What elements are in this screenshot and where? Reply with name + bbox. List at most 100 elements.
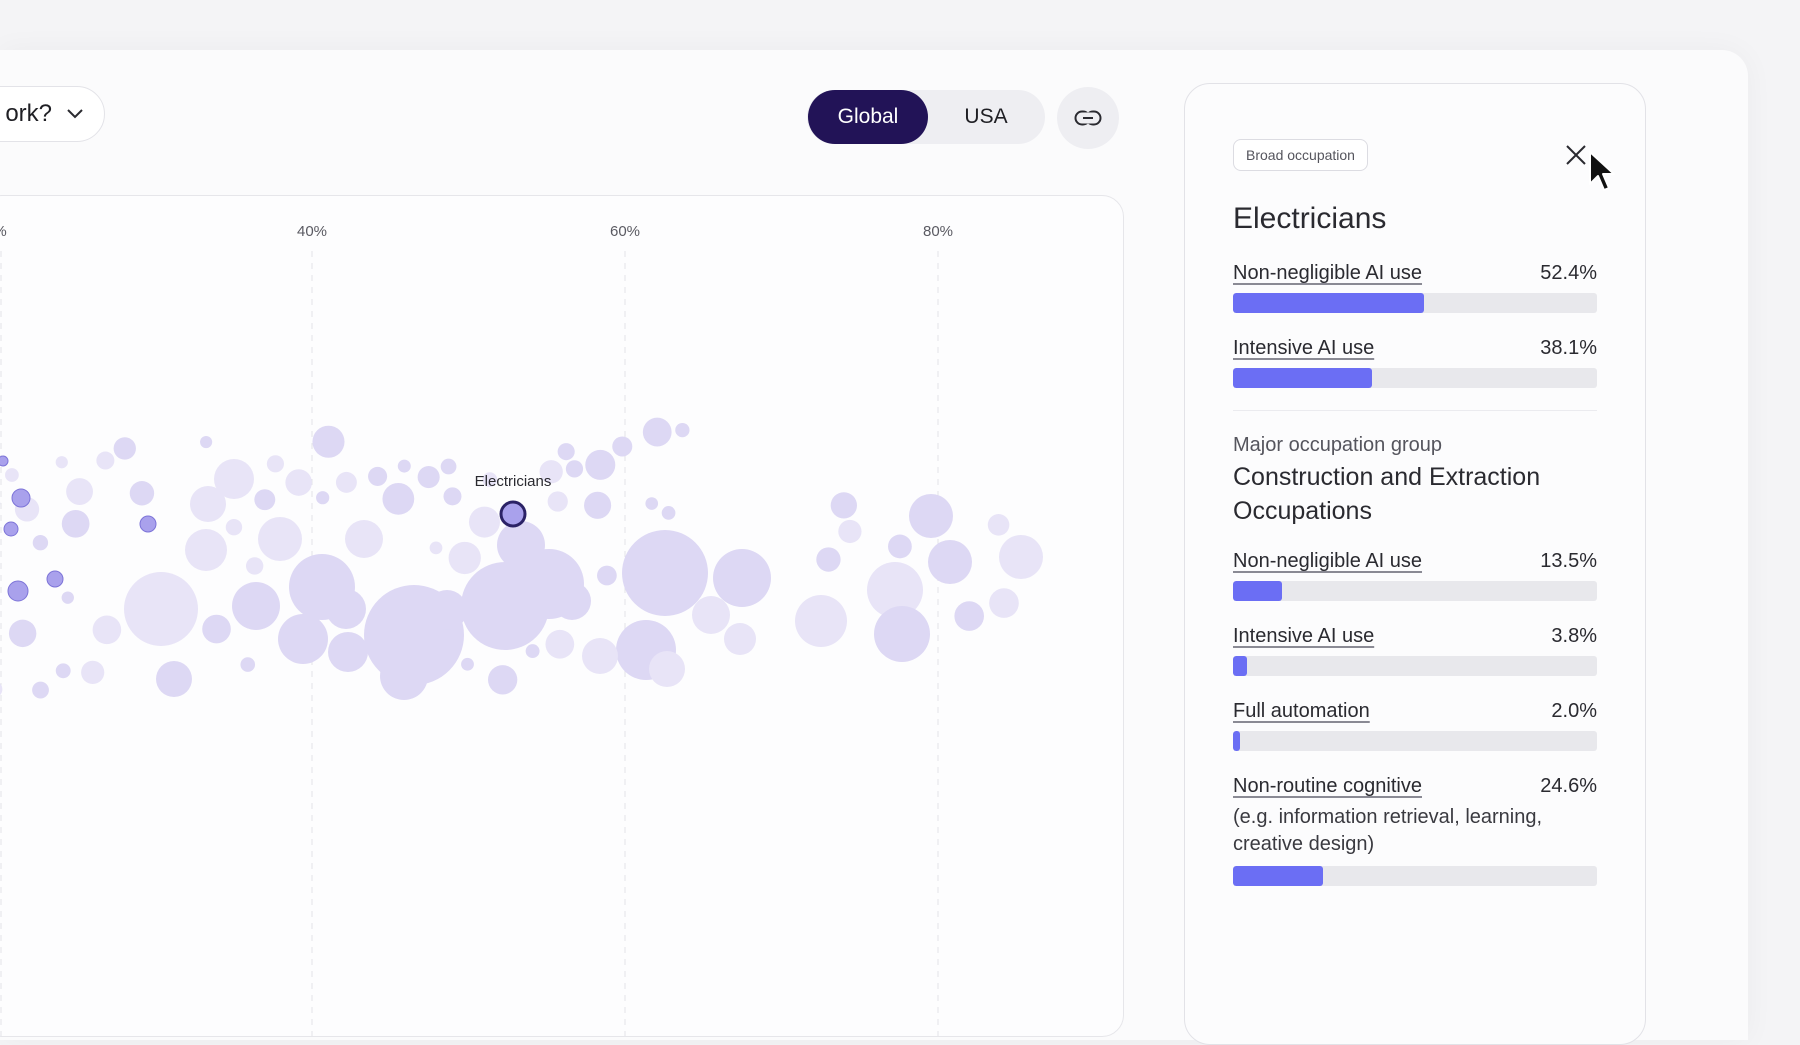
occupation-bubble[interactable]	[888, 535, 912, 559]
occupation-bubble[interactable]	[62, 510, 90, 538]
copy-link-button[interactable]	[1057, 87, 1119, 149]
occupation-bubble[interactable]	[124, 572, 198, 646]
occupation-bubble[interactable]	[56, 663, 71, 678]
occupation-bubble[interactable]	[5, 468, 19, 482]
occupation-bubble[interactable]	[240, 657, 255, 672]
metric-label[interactable]: Intensive AI use	[1233, 337, 1374, 360]
occupation-bubble[interactable]	[430, 542, 443, 555]
occupation-bubble[interactable]	[548, 491, 568, 511]
metric-label[interactable]: Non-negligible AI use	[1233, 550, 1422, 573]
occupation-bubble[interactable]	[999, 535, 1043, 579]
occupation-bubble[interactable]	[345, 520, 383, 558]
metric-label[interactable]: Non-negligible AI use	[1233, 262, 1422, 285]
occupation-bubble[interactable]	[427, 590, 467, 630]
occupation-bubble[interactable]	[267, 455, 284, 472]
occupation-bubble[interactable]	[62, 591, 74, 603]
occupation-bubble[interactable]	[185, 529, 227, 571]
occupation-bubble[interactable]	[643, 418, 672, 447]
occupation-bubble[interactable]	[156, 661, 192, 697]
occupation-bubble[interactable]	[461, 658, 474, 671]
occupation-bubble[interactable]	[336, 472, 357, 493]
occupation-bubble[interactable]	[649, 651, 685, 687]
occupation-bubble[interactable]	[585, 450, 615, 480]
occupation-bubble[interactable]	[93, 616, 122, 645]
occupation-bubble[interactable]	[254, 489, 275, 510]
occupation-bubble[interactable]	[418, 466, 440, 488]
occupation-bubble[interactable]	[675, 423, 689, 437]
occupation-bubble[interactable]	[398, 460, 411, 473]
occupation-bubble[interactable]	[328, 632, 368, 672]
occupation-bubble[interactable]	[645, 497, 658, 510]
occupation-bubble[interactable]	[582, 638, 618, 674]
occupation-bubble[interactable]	[838, 520, 861, 543]
occupation-bubble[interactable]	[566, 460, 583, 477]
occupation-bubble[interactable]	[612, 436, 632, 456]
group-bubble[interactable]	[8, 581, 28, 601]
occupation-bubble[interactable]	[114, 437, 136, 459]
occupation-bubble[interactable]	[584, 492, 611, 519]
occupation-bubble[interactable]	[545, 630, 574, 659]
occupation-bubble[interactable]	[380, 652, 428, 700]
occupation-bubble[interactable]	[692, 596, 730, 634]
group-bubble[interactable]	[47, 571, 63, 587]
occupation-bubble[interactable]	[662, 506, 676, 520]
occupation-bubble[interactable]	[622, 530, 708, 616]
occupation-bubble[interactable]	[368, 467, 387, 486]
occupation-bubble[interactable]	[795, 595, 847, 647]
region-option-usa[interactable]: USA	[931, 90, 1041, 144]
occupation-bubble[interactable]	[232, 582, 280, 630]
occupation-bubble[interactable]	[382, 483, 414, 515]
occupation-bubble[interactable]	[246, 557, 263, 574]
occupation-bubble[interactable]	[526, 644, 540, 658]
group-bubble[interactable]	[140, 516, 156, 532]
occupation-bubble[interactable]	[278, 614, 328, 664]
occupation-bubble[interactable]	[226, 519, 242, 535]
occupation-bubble[interactable]	[954, 601, 984, 631]
metric-label[interactable]: Full automation	[1233, 700, 1370, 723]
group-bubble[interactable]	[4, 522, 18, 536]
occupation-bubble[interactable]	[56, 456, 68, 468]
close-icon[interactable]	[1563, 142, 1589, 168]
occupation-bubble[interactable]	[713, 549, 771, 607]
group-bubble[interactable]	[12, 489, 30, 507]
occupation-bubble[interactable]	[9, 620, 36, 647]
occupation-bubble[interactable]	[497, 521, 545, 569]
occupation-bubble[interactable]	[488, 665, 517, 694]
occupation-bubble[interactable]	[443, 487, 461, 505]
occupation-bubble[interactable]	[909, 494, 953, 538]
occupation-bubble[interactable]	[553, 582, 591, 620]
metric-label[interactable]: Non-routine cognitive	[1233, 775, 1422, 798]
occupation-bubble[interactable]	[597, 566, 617, 586]
occupation-bubble[interactable]	[928, 540, 972, 584]
occupation-bubble[interactable]	[449, 542, 481, 574]
highlighted-bubble[interactable]	[501, 502, 525, 526]
occupation-bubble[interactable]	[66, 478, 93, 505]
occupation-bubble[interactable]	[96, 452, 114, 470]
occupation-bubble[interactable]	[214, 459, 254, 499]
occupation-bubble[interactable]	[874, 606, 930, 662]
region-option-global[interactable]: Global	[808, 90, 928, 144]
occupation-bubble[interactable]	[816, 547, 840, 571]
occupation-bubble[interactable]	[32, 682, 49, 699]
group-bubble[interactable]	[0, 456, 8, 466]
occupation-bubble[interactable]	[312, 426, 344, 458]
occupation-bubble[interactable]	[285, 469, 312, 496]
occupation-bubble[interactable]	[202, 615, 231, 644]
occupation-bubble[interactable]	[988, 514, 1010, 536]
occupation-bubble[interactable]	[441, 459, 457, 475]
occupation-bubble[interactable]	[316, 491, 329, 504]
occupation-bubble[interactable]	[724, 623, 756, 655]
occupation-bubble[interactable]	[989, 588, 1019, 618]
occupation-bubble[interactable]	[130, 481, 154, 505]
metric-label[interactable]: Intensive AI use	[1233, 625, 1374, 648]
question-dropdown[interactable]: ork?	[0, 86, 105, 142]
occupation-bubble[interactable]	[81, 661, 104, 684]
occupation-bubble[interactable]	[558, 443, 575, 460]
occupation-bubble[interactable]	[200, 436, 212, 448]
occupation-bubble[interactable]	[33, 535, 48, 550]
occupation-bubble[interactable]	[831, 492, 857, 518]
occupation-bubble[interactable]	[326, 589, 366, 629]
group-name: Construction and Extraction Occupations	[1233, 460, 1597, 528]
occupation-bubble[interactable]	[469, 507, 500, 538]
occupation-bubble[interactable]	[258, 517, 302, 561]
